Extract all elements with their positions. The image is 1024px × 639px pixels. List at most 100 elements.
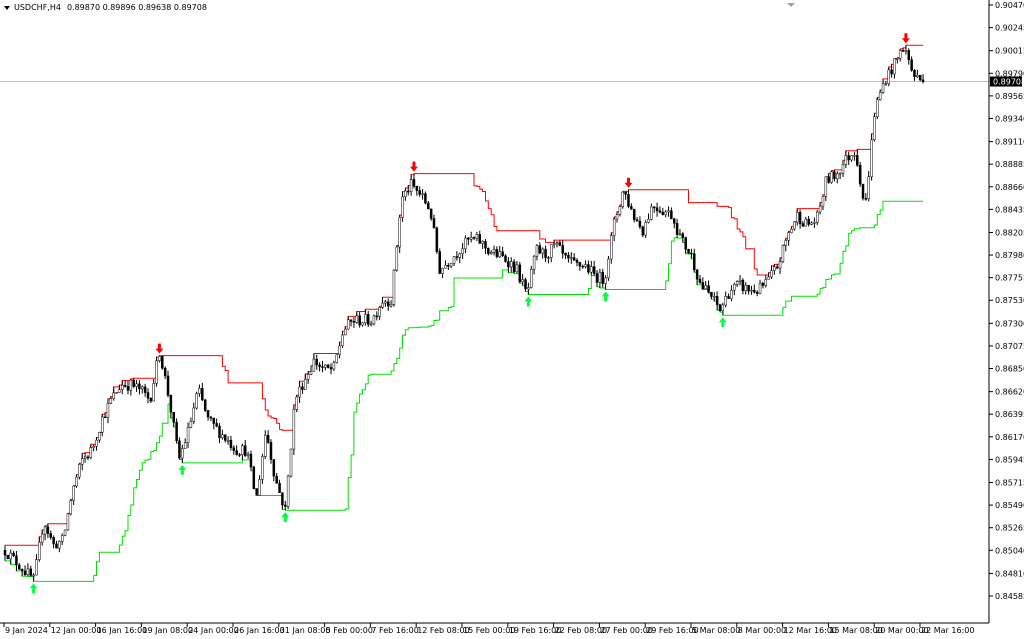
candle — [235, 445, 238, 456]
price-tick-label: 0.88205 — [995, 228, 1024, 237]
candle-body — [638, 220, 642, 228]
candle-body — [864, 198, 868, 200]
candle — [704, 281, 707, 290]
dropdown-triangle-icon[interactable] — [4, 5, 10, 10]
candle — [584, 260, 587, 269]
candle-body — [281, 492, 284, 506]
candle-body — [344, 328, 347, 336]
candle-body — [215, 423, 218, 427]
candle-body — [552, 243, 556, 246]
candle-body — [109, 398, 113, 404]
chart-shift-marker-icon[interactable] — [787, 3, 795, 7]
candle — [292, 404, 296, 455]
candle-body — [838, 172, 842, 175]
candle-body — [138, 383, 141, 390]
candle-body — [352, 321, 356, 323]
candle — [521, 273, 524, 286]
candle — [647, 213, 650, 224]
candle-body — [141, 386, 144, 390]
candle — [398, 214, 401, 253]
candle — [289, 448, 293, 478]
candle — [218, 423, 221, 444]
candle-body — [801, 223, 805, 227]
candle-body — [126, 386, 130, 391]
candle — [201, 382, 204, 402]
candle-body — [341, 334, 344, 347]
candle-body — [701, 282, 705, 290]
price-tick-label: 0.85265 — [995, 524, 1024, 533]
candle — [670, 207, 673, 220]
candle-body — [781, 245, 785, 262]
candle-body — [741, 279, 745, 291]
candle-body — [807, 218, 810, 225]
candle — [464, 235, 467, 254]
candle-body — [890, 69, 893, 75]
candle — [29, 565, 32, 577]
candle-body — [381, 302, 384, 308]
candle-body — [229, 439, 233, 449]
candle — [695, 268, 699, 285]
candle — [672, 217, 676, 229]
candle — [618, 204, 622, 217]
candle-body — [544, 248, 547, 259]
candle-body — [527, 287, 530, 290]
candle-body — [675, 223, 679, 235]
candle-body — [575, 259, 579, 263]
candle — [435, 226, 439, 254]
candle-body — [813, 222, 816, 224]
candle-body — [123, 384, 127, 387]
candle — [764, 275, 768, 288]
candle-body — [595, 273, 599, 283]
candle — [721, 302, 725, 316]
candle-body — [418, 190, 421, 195]
candle — [189, 417, 193, 429]
candle-body — [670, 210, 673, 220]
candle — [833, 169, 836, 182]
candle-body — [916, 74, 919, 78]
candle — [890, 64, 893, 78]
candle — [635, 217, 639, 222]
candle-body — [504, 255, 507, 262]
candle — [452, 256, 456, 267]
candle — [206, 410, 210, 421]
candle-body — [198, 388, 201, 394]
candle-body — [23, 570, 27, 575]
candle — [324, 364, 327, 371]
candle — [887, 66, 890, 87]
candle-body — [103, 416, 107, 419]
candle — [921, 74, 925, 84]
candle-body — [632, 208, 636, 221]
candle-body — [550, 244, 553, 258]
candle-body — [747, 284, 750, 292]
time-tick-label: 12 Jan 00:00 — [51, 626, 102, 635]
candle — [352, 317, 356, 328]
candle — [701, 277, 705, 290]
candle — [338, 342, 341, 359]
candle — [455, 251, 459, 261]
candle — [46, 523, 50, 538]
candle-body — [738, 279, 742, 282]
candle — [106, 398, 110, 424]
candle-body — [12, 552, 15, 557]
candle — [461, 243, 464, 260]
candle-body — [518, 264, 522, 283]
candle — [266, 430, 270, 444]
candle-body — [241, 445, 244, 456]
candle — [275, 472, 278, 484]
candle-body — [135, 383, 138, 387]
candle — [309, 365, 313, 376]
candle — [178, 437, 181, 460]
time-tick-label: 12 Feb 08:00 — [417, 626, 469, 635]
candle-body — [203, 399, 207, 411]
candle — [501, 246, 504, 258]
candle-body — [326, 364, 330, 368]
candle-body — [112, 392, 115, 399]
candle — [738, 274, 742, 286]
candle-body — [687, 248, 690, 254]
price-tick-label: 0.90245 — [995, 24, 1024, 33]
candle — [26, 563, 30, 577]
